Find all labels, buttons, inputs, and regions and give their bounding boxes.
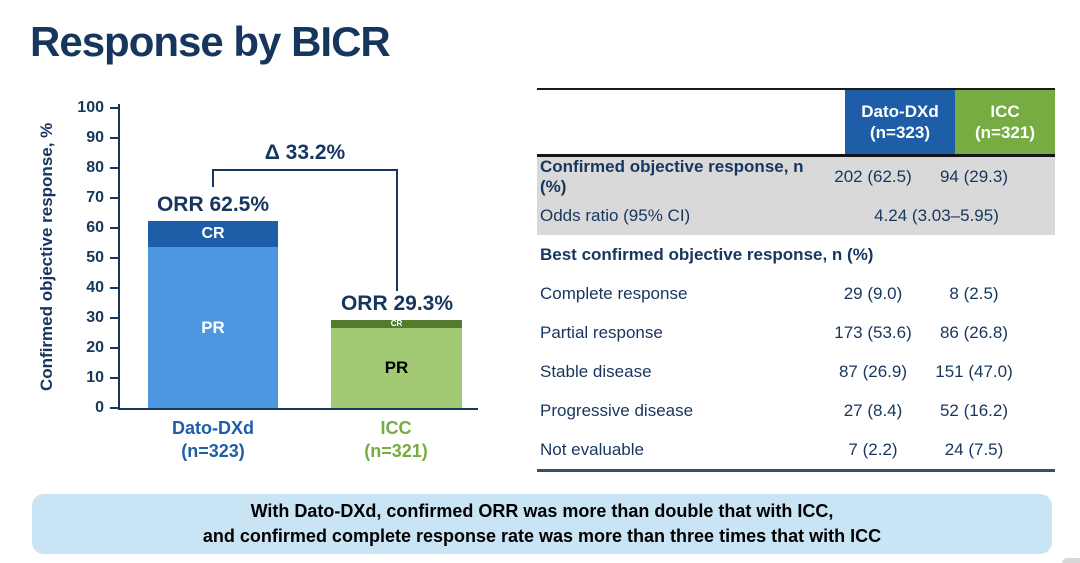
row-label: Complete response [540,283,688,303]
segment-label: PR [384,357,409,377]
delta-bracket-left-leg [212,169,214,187]
y-tick-label: 20 [86,339,104,356]
row-value-dato: 87 (26.9) [838,361,908,381]
bar-segment-pr-dato: PR [148,247,278,408]
row-value-icc: 94 (29.3) [939,166,1009,186]
delta-label: Δ 33.2% [264,141,346,164]
y-tick-mark [110,257,118,259]
table-header-icc: ICC (n=321) [955,90,1055,154]
category-name: ICC [380,418,412,438]
bar-segment-cr-icc: CR [331,319,462,329]
row-label: Odds ratio (95% CI) [540,205,691,225]
row-value-icc: 86 (26.8) [939,322,1009,342]
row-value-icc: 8 (2.5) [949,283,999,303]
table-row: Odds ratio (95% CI) 4.24 (3.03–5.95) [537,196,1055,235]
segment-label: CR [201,224,225,242]
y-tick-label: 30 [86,309,104,326]
bar-icc: CR PR [331,319,462,408]
y-tick-mark [110,197,118,199]
y-tick-mark [110,107,118,109]
segment-label: PR [201,317,225,337]
results-table: Dato-DXd (n=323) ICC (n=321) Confirmed o… [537,88,1055,472]
table-row: Stable disease 87 (26.9) 151 (47.0) [537,352,1055,391]
row-value-icc: 52 (16.2) [939,400,1009,420]
y-tick-mark [110,377,118,379]
table-row: Confirmed objective response, n (%) 202 (… [537,157,1055,196]
header-line: Dato-DXd [861,102,939,121]
row-value-dato: 202 (62.5) [834,166,912,186]
y-tick-mark [110,407,118,409]
table-row: Complete response 29 (9.0) 8 (2.5) [537,274,1055,313]
segment-label: CR [390,319,403,329]
y-tick-label: 80 [86,159,104,176]
row-value-icc: 24 (7.5) [944,439,1004,459]
bar-segment-pr-icc: PR [331,327,462,408]
category-name: Dato-DXd [172,418,254,438]
y-tick-mark [110,227,118,229]
y-tick-label: 50 [86,249,104,266]
y-tick-label: 40 [86,279,104,296]
header-line: (n=323) [870,123,930,142]
row-label: Partial response [540,322,663,342]
bar-segment-cr-dato: CR [148,220,278,248]
table-body: Confirmed objective response, n (%) 202 (… [537,157,1055,472]
delta-bracket-top [212,169,398,171]
row-value-dato: 27 (8.4) [843,400,903,420]
table-row: Partial response 173 (53.6) 86 (26.8) [537,313,1055,352]
orr-label-icc: ORR 29.3% [340,292,454,316]
row-value-dato: 173 (53.6) [834,322,912,342]
row-label: Confirmed objective response, n (%) [540,156,804,196]
x-label-icc: ICC (n=321) [326,417,466,463]
y-tick-mark [110,317,118,319]
corner-decoration [1062,558,1080,563]
header-line: ICC [990,102,1020,121]
row-value-icc: 151 (47.0) [935,361,1013,381]
row-value-dato: 7 (2.2) [848,439,898,459]
x-axis-line [118,408,478,410]
y-axis-title: Confirmed objective response, % [37,122,56,392]
table-row: Best confirmed objective response, n (%) [537,235,1055,274]
table-row: Progressive disease 27 (8.4) 52 (16.2) [537,391,1055,430]
row-label: Not evaluable [540,439,644,459]
table-header-dato: Dato-DXd (n=323) [845,90,955,154]
row-label: Best confirmed objective response, n (%) [540,244,874,264]
banner-text-line1: With Dato-DXd, confirmed ORR was more th… [250,501,834,521]
header-line: (n=321) [975,123,1035,142]
y-tick-label: 10 [86,369,104,386]
table-header-row: Dato-DXd (n=323) ICC (n=321) [537,90,1055,157]
y-tick-mark [110,347,118,349]
y-tick-mark [110,287,118,289]
bar-dato-dxd: CR PR [148,220,278,408]
orr-label-dato: ORR 62.5% [156,192,270,216]
x-label-dato: Dato-DXd (n=323) [143,417,283,463]
row-label: Progressive disease [540,400,694,420]
delta-bracket-right-leg [396,169,398,291]
row-label: Stable disease [540,361,652,381]
row-value-dato: 29 (9.0) [843,283,903,303]
y-tick-label: 100 [77,99,104,116]
table-row: Not evaluable 7 (2.2) 24 (7.5) [537,430,1055,469]
y-tick-label: 70 [86,189,104,206]
y-axis-line [118,104,120,408]
summary-banner: With Dato-DXd, confirmed ORR was more th… [32,494,1052,554]
category-n: (n=323) [181,441,245,461]
y-tick-label: 90 [86,129,104,146]
y-tick-mark [110,167,118,169]
y-tick-label: 60 [86,219,104,236]
category-n: (n=321) [364,441,428,461]
page-title: Response by BICR [30,18,391,65]
row-value-span: 4.24 (3.03–5.95) [874,205,999,225]
banner-text-line2: and confirmed complete response rate was… [202,526,882,546]
y-tick-label: 0 [95,399,104,416]
y-tick-mark [110,137,118,139]
